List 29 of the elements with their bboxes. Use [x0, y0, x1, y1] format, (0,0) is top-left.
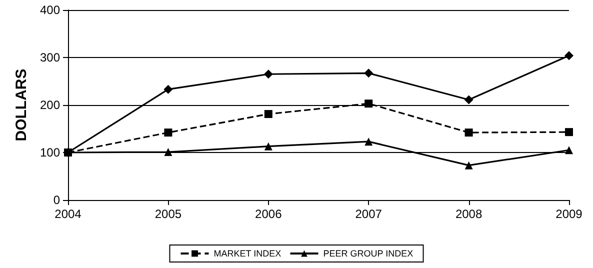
x-tick-label: 2007	[355, 207, 382, 221]
x-tick-label: 2004	[54, 207, 82, 221]
legend-label: PEER GROUP INDEX	[323, 248, 414, 258]
y-tick-label: 100	[40, 146, 60, 160]
y-tick-label: 200	[40, 98, 60, 112]
x-tick-label: 2005	[154, 207, 182, 221]
point	[364, 68, 374, 78]
point	[565, 128, 573, 136]
point	[464, 128, 473, 137]
point	[264, 110, 272, 118]
point	[464, 95, 474, 104]
point	[264, 70, 273, 79]
point	[264, 142, 272, 150]
y-tick-label: 0	[53, 193, 60, 207]
point	[364, 138, 373, 146]
legend-label: MARKET INDEX	[214, 248, 282, 258]
point	[564, 51, 574, 60]
point	[164, 84, 173, 94]
point	[364, 100, 373, 108]
x-tick-label: 2006	[255, 207, 282, 221]
point	[164, 148, 172, 156]
x-tick-label: 2009	[556, 207, 583, 221]
x-tick-label: 2008	[455, 207, 482, 221]
y-tick-label: 300	[40, 50, 60, 64]
point	[565, 146, 573, 154]
point	[464, 161, 473, 170]
point	[164, 128, 172, 137]
y-tick-label: 400	[40, 3, 60, 17]
y-axis-title: DOLLARS	[13, 68, 30, 142]
